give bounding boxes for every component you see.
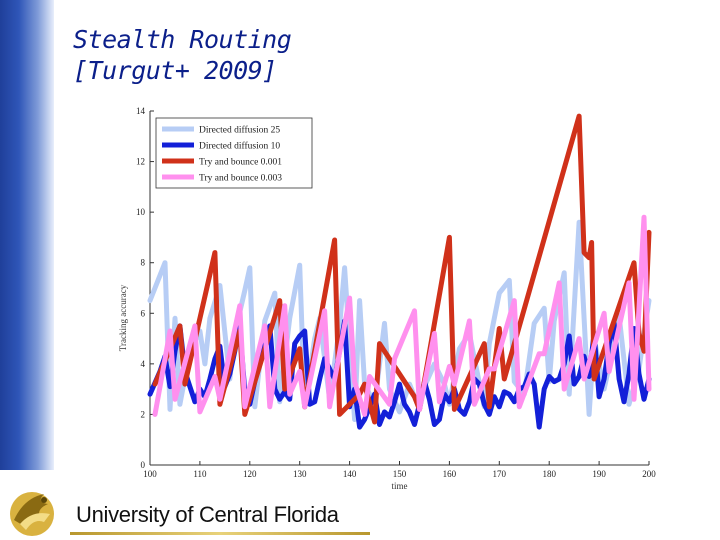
- legend-entry: Try and bounce 0.003: [199, 174, 282, 184]
- x-tick-label: 150: [393, 469, 407, 479]
- legend-entry: Try and bounce 0.001: [199, 158, 282, 168]
- y-tick-label: 4: [141, 359, 146, 369]
- x-tick-label: 160: [443, 469, 457, 479]
- ucf-pegasus-logo: [10, 492, 54, 536]
- legend: Directed diffusion 25 Directed diffusion …: [155, 117, 313, 189]
- footer-university-name: University of Central Florida: [76, 502, 339, 527]
- x-tick-label: 180: [542, 469, 556, 479]
- footer-gold-rule: [70, 532, 370, 535]
- tracking-accuracy-chart: 100 110 120 130 140 150 160 170 180 190 200 0 2 4 6 8 10…: [112, 84, 662, 494]
- x-tick-label: 190: [592, 469, 606, 479]
- legend-entry: Directed diffusion 10: [199, 141, 280, 152]
- x-tick-label: 110: [193, 469, 207, 479]
- legend-entry: Directed diffusion 25: [199, 125, 280, 136]
- y-tick-label: 8: [141, 258, 146, 268]
- series-line-4: [152, 214, 652, 417]
- slide-title: Stealth Routing [Turgut+ 2009]: [73, 24, 292, 86]
- x-tick-label: 140: [343, 469, 357, 479]
- slide-title-line2: [Turgut+ 2009]: [73, 56, 277, 85]
- y-tick-label: 14: [136, 106, 146, 116]
- y-tick-label: 6: [141, 308, 146, 318]
- series-lines: [147, 113, 652, 430]
- slide-title-line1: Stealth Routing: [73, 25, 292, 54]
- x-tick-label: 120: [243, 469, 257, 479]
- y-tick-label: 0: [141, 460, 146, 470]
- x-tick-label: 100: [143, 469, 157, 479]
- y-axis-label: Tracking accuracy: [118, 284, 128, 351]
- x-tick-label: 200: [642, 469, 656, 479]
- y-tick-label: 2: [141, 409, 146, 419]
- x-tick-label: 130: [293, 469, 307, 479]
- y-tick-label: 10: [136, 207, 146, 217]
- left-accent-band: [0, 0, 54, 470]
- x-axis-label: time: [392, 481, 408, 491]
- y-tick-label: 12: [136, 157, 145, 167]
- x-tick-label: 170: [493, 469, 507, 479]
- axes: 100 110 120 130 140 150 160 170 180 190 200 0 2 4 6 8 10…: [118, 106, 656, 491]
